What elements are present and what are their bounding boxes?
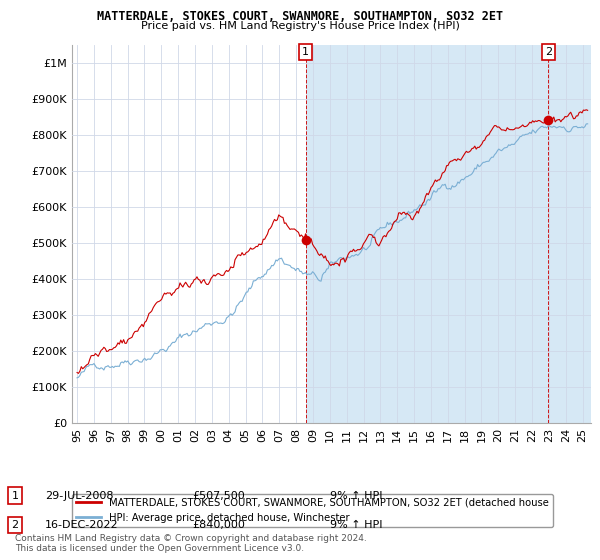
Text: 1: 1 xyxy=(11,491,19,501)
Text: £840,000: £840,000 xyxy=(192,520,245,530)
Text: 1: 1 xyxy=(302,47,309,57)
Text: 9% ↑ HPI: 9% ↑ HPI xyxy=(330,520,383,530)
Text: 29-JUL-2008: 29-JUL-2008 xyxy=(45,491,113,501)
Legend: MATTERDALE, STOKES COURT, SWANMORE, SOUTHAMPTON, SO32 2ET (detached house, HPI: : MATTERDALE, STOKES COURT, SWANMORE, SOUT… xyxy=(72,494,553,527)
Text: MATTERDALE, STOKES COURT, SWANMORE, SOUTHAMPTON, SO32 2ET: MATTERDALE, STOKES COURT, SWANMORE, SOUT… xyxy=(97,10,503,22)
Text: Contains HM Land Registry data © Crown copyright and database right 2024.
This d: Contains HM Land Registry data © Crown c… xyxy=(15,534,367,553)
Text: Price paid vs. HM Land Registry's House Price Index (HPI): Price paid vs. HM Land Registry's House … xyxy=(140,21,460,31)
Text: 2: 2 xyxy=(11,520,19,530)
Text: 16-DEC-2022: 16-DEC-2022 xyxy=(45,520,119,530)
Text: 2: 2 xyxy=(545,47,552,57)
Bar xyxy=(306,45,591,423)
Text: 9% ↑ HPI: 9% ↑ HPI xyxy=(330,491,383,501)
Text: £507,500: £507,500 xyxy=(192,491,245,501)
